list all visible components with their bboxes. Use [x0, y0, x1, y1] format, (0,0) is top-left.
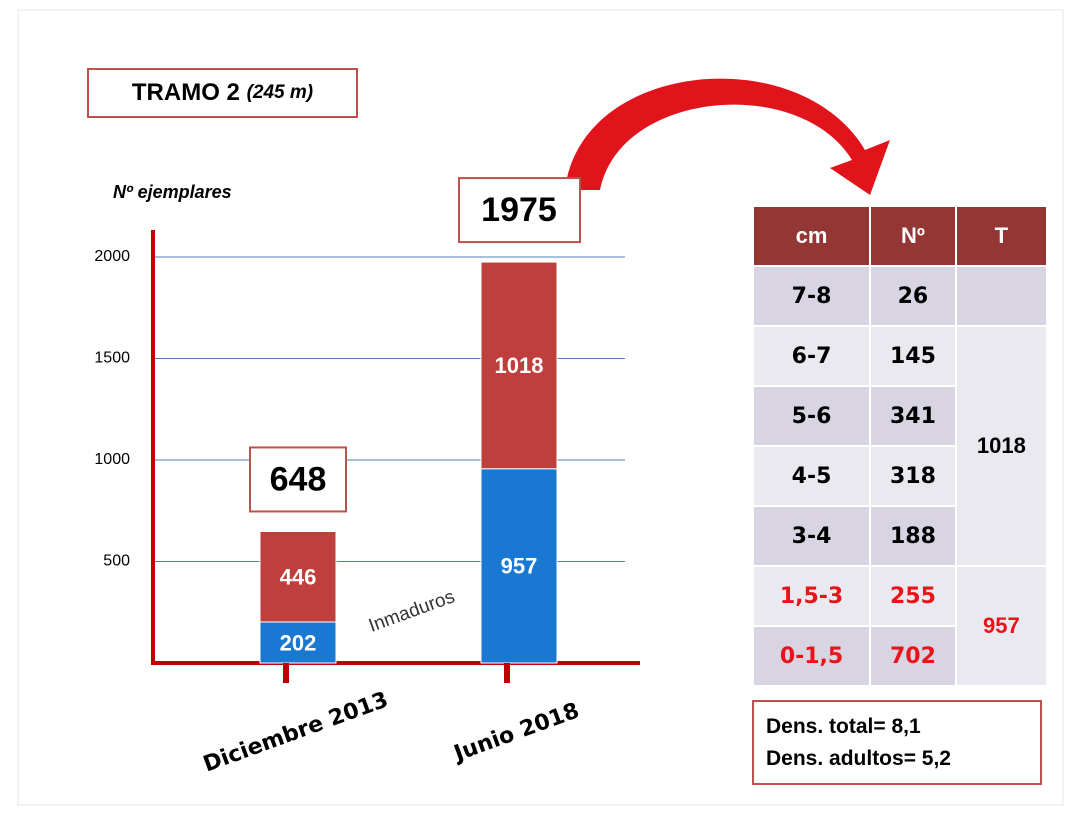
- note: Dens. adultos= 5,2: [766, 746, 951, 770]
- total-label: 1975: [481, 191, 557, 229]
- x-tick-label: Diciembre 2013: [200, 687, 391, 777]
- cell: 4-5: [751, 445, 872, 507]
- th: cm: [751, 205, 872, 267]
- cell: 957: [954, 565, 1049, 687]
- cell: 188: [869, 505, 957, 567]
- total-label: 648: [270, 460, 327, 498]
- total-box: [458, 177, 581, 244]
- cell: 7-8: [751, 265, 872, 327]
- cell: 702: [869, 625, 957, 687]
- y-tick-label: 2000: [94, 248, 130, 265]
- annotation: Inmaduros: [366, 586, 458, 636]
- cell: 5-6: [751, 385, 872, 447]
- total-box: [249, 446, 347, 513]
- slide-border: [17, 9, 1064, 806]
- density-box: Dens. total= 8,1 Dens. adultos= 5,2: [752, 700, 1042, 785]
- data-label: 202: [280, 630, 317, 655]
- subtitle: (245 m): [246, 82, 314, 103]
- bar-segment: [480, 468, 558, 664]
- cell: 341: [869, 385, 957, 447]
- cell: 3-4: [751, 505, 872, 567]
- data-label: 1018: [495, 353, 544, 378]
- cell: 145: [869, 325, 957, 387]
- bar-segment: [480, 261, 558, 470]
- data-label: 446: [280, 565, 317, 590]
- th: Nº: [869, 205, 957, 267]
- y-tick-label: 1500: [94, 350, 130, 367]
- arrow: [565, 78, 890, 195]
- x-tick-label: Junio 2018: [449, 698, 583, 767]
- bar-segment: [259, 530, 337, 623]
- th: T: [954, 205, 1049, 267]
- y-tick-label: 500: [103, 553, 130, 570]
- x-tick-group: Diciembre 2013: [200, 687, 391, 777]
- title: TRAMO 2: [131, 79, 240, 106]
- x-tick-group: Junio 2018: [449, 698, 583, 767]
- cell: 1018: [954, 325, 1049, 567]
- cell: 26: [869, 265, 957, 327]
- cell: 6-7: [751, 325, 872, 387]
- y-tick-label: 1000: [94, 451, 130, 468]
- cell: [954, 265, 1049, 327]
- cell: 1,5-3: [751, 565, 872, 627]
- annotation-group: Inmaduros: [366, 586, 458, 636]
- y-axis-label: Nº ejemplares: [113, 182, 232, 202]
- size-table: cm Nº T 7-8 26 6-7 145 1018 5-6 341 4-5 318 3…: [751, 205, 1049, 687]
- cell: 0-1,5: [751, 625, 872, 687]
- data-label: 957: [501, 554, 538, 579]
- note: Dens. total= 8,1: [766, 714, 921, 738]
- title-box: TRAMO 2 (245 m): [87, 68, 358, 118]
- cell: 255: [869, 565, 957, 627]
- cell: 318: [869, 445, 957, 507]
